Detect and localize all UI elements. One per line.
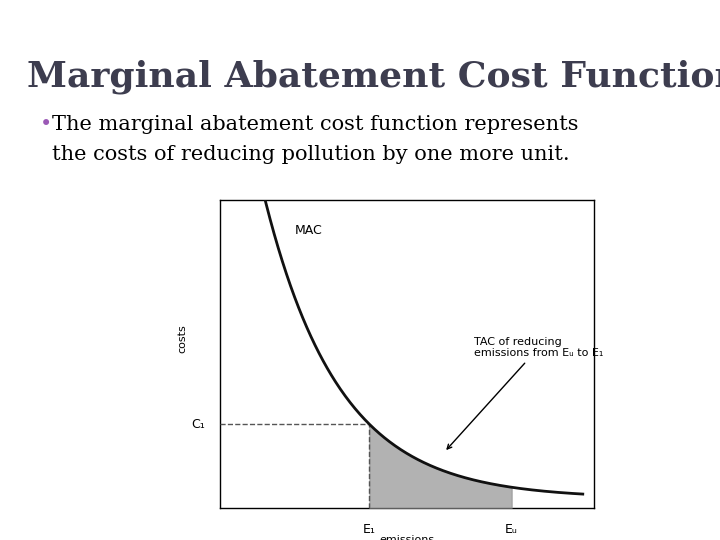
- Text: costs: costs: [177, 324, 187, 353]
- Text: 20: 20: [683, 11, 704, 29]
- Text: MAC: MAC: [294, 224, 323, 237]
- Text: C₁: C₁: [191, 418, 204, 431]
- Text: Marginal Abatement Cost Function: Marginal Abatement Cost Function: [27, 59, 720, 94]
- Text: The marginal abatement cost function represents: The marginal abatement cost function rep…: [52, 114, 578, 134]
- Text: the costs of reducing pollution by one more unit.: the costs of reducing pollution by one m…: [52, 145, 570, 164]
- Text: •: •: [40, 114, 52, 134]
- Text: TAC of reducing
emissions from Eᵤ to E₁: TAC of reducing emissions from Eᵤ to E₁: [447, 337, 603, 449]
- Text: emissions: emissions: [379, 535, 434, 540]
- Text: Eᵤ: Eᵤ: [505, 523, 518, 536]
- Text: E₁: E₁: [363, 523, 376, 536]
